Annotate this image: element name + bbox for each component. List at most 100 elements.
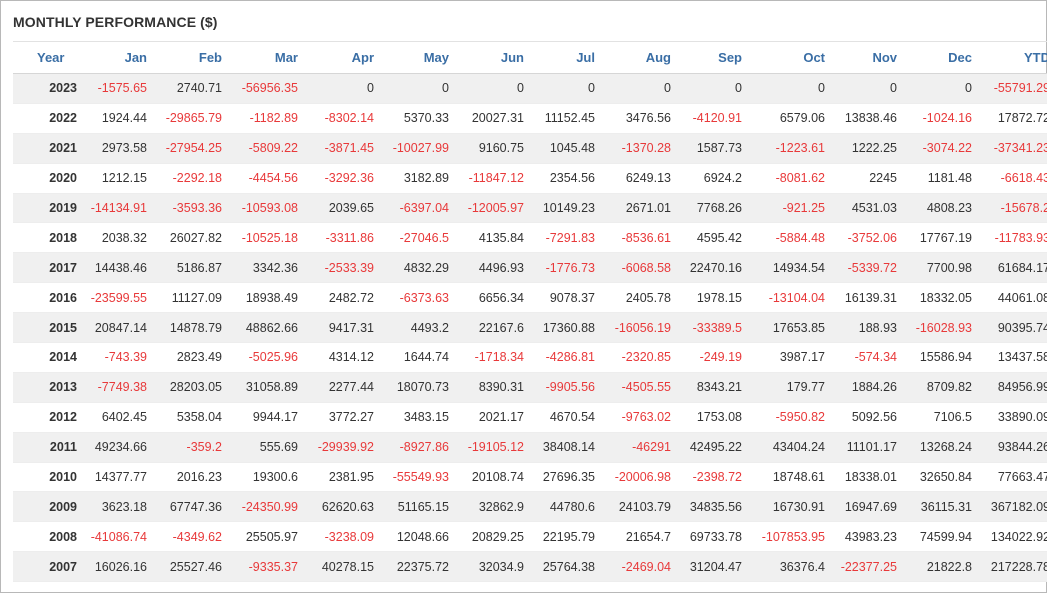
value-cell: 44780.6 xyxy=(530,491,601,523)
value-cell: 2021.17 xyxy=(455,402,530,433)
value-cell: 2016.23 xyxy=(153,462,228,493)
value-cell: 0 xyxy=(903,73,978,104)
value-cell: 5186.87 xyxy=(153,252,228,284)
value-cell: 36376.4 xyxy=(748,551,831,583)
value-cell: 1212.15 xyxy=(77,163,153,194)
value-cell: -10593.08 xyxy=(228,193,304,224)
table-body: 2023 -1575.65 2740.71 -56956.35 0 0 0 0 0 0 0 0 0 -55… xyxy=(13,73,1047,583)
year-label: 2019 xyxy=(49,201,77,215)
column-header-mar[interactable]: Mar xyxy=(228,41,304,74)
year-label: 2021 xyxy=(49,141,77,156)
year-cell: 2022 xyxy=(13,103,77,134)
value-cell: 16730.91 xyxy=(748,491,831,523)
year-label: 2014 xyxy=(49,350,77,365)
year-cell: 2023 xyxy=(13,73,77,104)
column-header-ytd[interactable]: YTD xyxy=(978,41,1047,74)
value-cell: 4832.29 xyxy=(380,252,455,284)
value-cell: 15586.94 xyxy=(903,342,978,373)
table-row: 2009 3623.18 67747.36 -24350.99 62620.63 5116… xyxy=(13,491,1047,523)
value-cell: 3772.27 xyxy=(304,402,380,433)
value-cell: 6402.45 xyxy=(77,402,153,433)
value-cell: 84956.99 xyxy=(978,372,1047,403)
value-cell: 1181.48 xyxy=(903,163,978,194)
column-header-jun[interactable]: Jun xyxy=(455,41,530,74)
year-label: 2007 xyxy=(49,559,77,574)
panel-title: MONTHLY PERFORMANCE ($) xyxy=(13,14,218,30)
value-cell: 14934.54 xyxy=(748,252,831,284)
value-cell: 4670.54 xyxy=(530,402,601,433)
value-cell: 2038.32 xyxy=(77,222,153,254)
value-cell: -8302.14 xyxy=(304,103,380,134)
column-header-sep[interactable]: Sep xyxy=(677,41,748,74)
value-cell: 2405.78 xyxy=(601,282,677,314)
value-cell: -5809.22 xyxy=(228,133,304,164)
value-cell: 2740.71 xyxy=(153,73,228,104)
value-cell: -3752.06 xyxy=(831,222,903,254)
value-cell: 20829.25 xyxy=(455,521,530,553)
value-cell: -3238.09 xyxy=(304,521,380,553)
value-cell: 19300.6 xyxy=(228,462,304,493)
column-header-apr[interactable]: Apr xyxy=(304,41,380,74)
value-cell: -2398.72 xyxy=(677,462,748,493)
column-header-feb[interactable]: Feb xyxy=(153,41,228,74)
value-cell: 16947.69 xyxy=(831,491,903,523)
year-label: 2015 xyxy=(49,320,77,335)
value-cell: 2671.01 xyxy=(601,193,677,224)
value-cell: -1223.61 xyxy=(748,133,831,164)
value-cell: -16028.93 xyxy=(903,312,978,344)
value-cell: -5950.82 xyxy=(748,402,831,433)
value-cell: 61684.17 xyxy=(978,252,1047,284)
value-cell: -8536.61 xyxy=(601,222,677,254)
column-header-dec[interactable]: Dec xyxy=(903,41,978,74)
column-header-jan[interactable]: Jan xyxy=(77,41,153,74)
value-cell: 69733.78 xyxy=(677,521,748,553)
column-header-oct[interactable]: Oct xyxy=(748,41,831,74)
header-row: Year Jan Feb Mar Apr May Jun Jul Aug Sep Oct Nov Dec… xyxy=(13,41,1047,74)
value-cell: 93844.26 xyxy=(978,432,1047,463)
value-cell: 3483.15 xyxy=(380,402,455,433)
value-cell: 34835.56 xyxy=(677,491,748,523)
value-cell: -2292.18 xyxy=(153,163,228,194)
value-cell: 3342.36 xyxy=(228,252,304,284)
value-cell: 3623.18 xyxy=(77,491,153,523)
value-cell: -3871.45 xyxy=(304,133,380,164)
value-cell: 9944.17 xyxy=(228,402,304,433)
value-cell: 4808.23 xyxy=(903,193,978,224)
value-cell: 36115.31 xyxy=(903,491,978,523)
value-cell: 4493.2 xyxy=(380,312,455,344)
year-label: 2022 xyxy=(49,111,77,126)
column-header-year[interactable]: Year xyxy=(13,41,77,74)
value-cell: 555.69 xyxy=(228,432,304,463)
value-cell: -5339.72 xyxy=(831,252,903,284)
value-cell: -1182.89 xyxy=(228,103,304,134)
column-header-nov[interactable]: Nov xyxy=(831,41,903,74)
value-cell: 21654.7 xyxy=(601,521,677,553)
year-cell: 2011 xyxy=(13,432,77,463)
column-header-aug[interactable]: Aug xyxy=(601,41,677,74)
year-cell: 2021 xyxy=(13,133,77,164)
year-cell: 2020 xyxy=(13,163,77,194)
table-row: 2007 16026.16 25527.46 -9335.37 40278.15 2237… xyxy=(13,551,1047,583)
value-cell: 12048.66 xyxy=(380,521,455,553)
value-cell: 1644.74 xyxy=(380,342,455,373)
value-cell: 0 xyxy=(530,73,601,104)
value-cell: -3311.86 xyxy=(304,222,380,254)
value-cell: -27046.5 xyxy=(380,222,455,254)
value-cell: 20847.14 xyxy=(77,312,153,344)
value-cell: -6373.63 xyxy=(380,282,455,314)
value-cell: 7768.26 xyxy=(677,193,748,224)
value-cell: 7106.5 xyxy=(903,402,978,433)
value-cell: 20108.74 xyxy=(455,462,530,493)
value-cell: -20006.98 xyxy=(601,462,677,493)
column-header-may[interactable]: May xyxy=(380,41,455,74)
value-cell: 2039.65 xyxy=(304,193,380,224)
value-cell: 0 xyxy=(304,73,380,104)
value-cell: 42495.22 xyxy=(677,432,748,463)
value-cell: -10027.99 xyxy=(380,133,455,164)
value-cell: 33890.09 xyxy=(978,402,1047,433)
value-cell: 0 xyxy=(455,73,530,104)
value-cell: 10149.23 xyxy=(530,193,601,224)
column-header-jul[interactable]: Jul xyxy=(530,41,601,74)
value-cell: -4120.91 xyxy=(677,103,748,134)
